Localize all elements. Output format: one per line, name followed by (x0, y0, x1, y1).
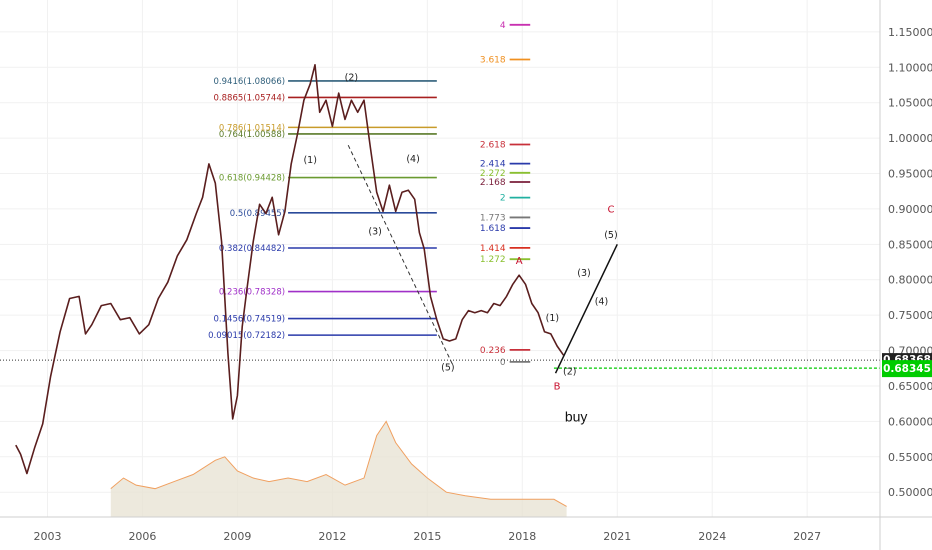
y-tick-label: 0.65000 (888, 380, 932, 393)
price-line-group (15, 64, 618, 475)
y-tick-label: 0.55000 (888, 451, 932, 464)
extension-label: 1.618 (480, 224, 506, 234)
volume-fill (110, 421, 567, 517)
x-tick-label: 2006 (128, 530, 156, 543)
extension-label: 4 (500, 21, 506, 31)
price-line (15, 64, 565, 475)
current-price-text: 0.68345 (883, 363, 931, 375)
retracement-label: 0.786(1.01514) (219, 123, 285, 133)
retracement-label: 0.09015(0.72182) (208, 331, 285, 341)
volume-area (110, 420, 567, 517)
annotation-wave: (4) (406, 154, 419, 165)
y-tick-label: 0.50000 (888, 486, 932, 499)
retracement-label: 0.764(1.00588) (219, 130, 285, 140)
y-tick-label: 0.90000 (888, 203, 932, 216)
y-tick-label: 1.05000 (888, 97, 932, 110)
annotation-wave: (3) (577, 268, 590, 279)
volume-line (110, 420, 567, 507)
x-tick-label: 2009 (223, 530, 251, 543)
annotation-wave: (4) (595, 297, 608, 308)
extension-label: 0.236 (480, 346, 506, 356)
y-tick-label: 0.85000 (888, 238, 932, 251)
annotation-abc: B (554, 382, 561, 393)
current-price-tag (882, 360, 932, 378)
y-tick-label: 1.00000 (888, 132, 932, 145)
x-tick-label: 2015 (413, 530, 441, 543)
annotation-wave: (5) (441, 362, 454, 373)
extension-label: 1.272 (480, 255, 506, 265)
y-tick-label: 0.60000 (888, 415, 932, 428)
annotation-wave: (2) (345, 73, 358, 84)
annotation-wave: (3) (368, 226, 381, 237)
annotation-wave: (2) (563, 367, 576, 378)
annotation-abc: C (607, 204, 614, 215)
extension-label: 1.414 (480, 244, 506, 254)
retracement-label: 0.9416(1.08066) (214, 77, 286, 87)
annotation-abc: A (516, 256, 523, 267)
x-tick-label: 2027 (793, 530, 821, 543)
y-tick-label: 1.15000 (888, 26, 932, 39)
extension-label: 2.618 (480, 140, 506, 150)
y-tick-label: 0.75000 (888, 309, 932, 322)
y-tick-label: 1.10000 (888, 61, 932, 74)
retracement-label: 0.8865(1.05744) (214, 93, 286, 103)
retracement-label: 0.236(0.78328) (219, 288, 285, 298)
extension-label: 2.414 (480, 160, 506, 170)
x-tick-label: 2012 (318, 530, 346, 543)
x-tick-label: 2021 (603, 530, 631, 543)
extension-label: 2.272 (480, 169, 506, 179)
trend-line (347, 144, 454, 365)
annotation-wave: (5) (604, 230, 617, 241)
x-tick-label: 2003 (33, 530, 61, 543)
trend-line-group (0, 144, 880, 369)
extension-label: 2.168 (480, 178, 506, 188)
annotation-wave: (1) (303, 155, 316, 166)
extension-label: 0 (500, 358, 506, 368)
extension-label: 2 (500, 194, 506, 204)
retracement-label: 0.618(0.94428) (219, 174, 285, 184)
retracement-label: 0.1456(0.74519) (214, 315, 286, 325)
y-tick-label: 0.80000 (888, 274, 932, 287)
y-tick-label: 0.95000 (888, 168, 932, 181)
x-tick-label: 2024 (698, 530, 726, 543)
extension-label: 1.773 (480, 213, 506, 223)
annotation-note: buy (565, 408, 588, 424)
annotation-wave: (1) (546, 313, 559, 324)
extension-label: 3.618 (480, 55, 506, 65)
projection-line (554, 244, 618, 374)
x-tick-label: 2018 (508, 530, 536, 543)
